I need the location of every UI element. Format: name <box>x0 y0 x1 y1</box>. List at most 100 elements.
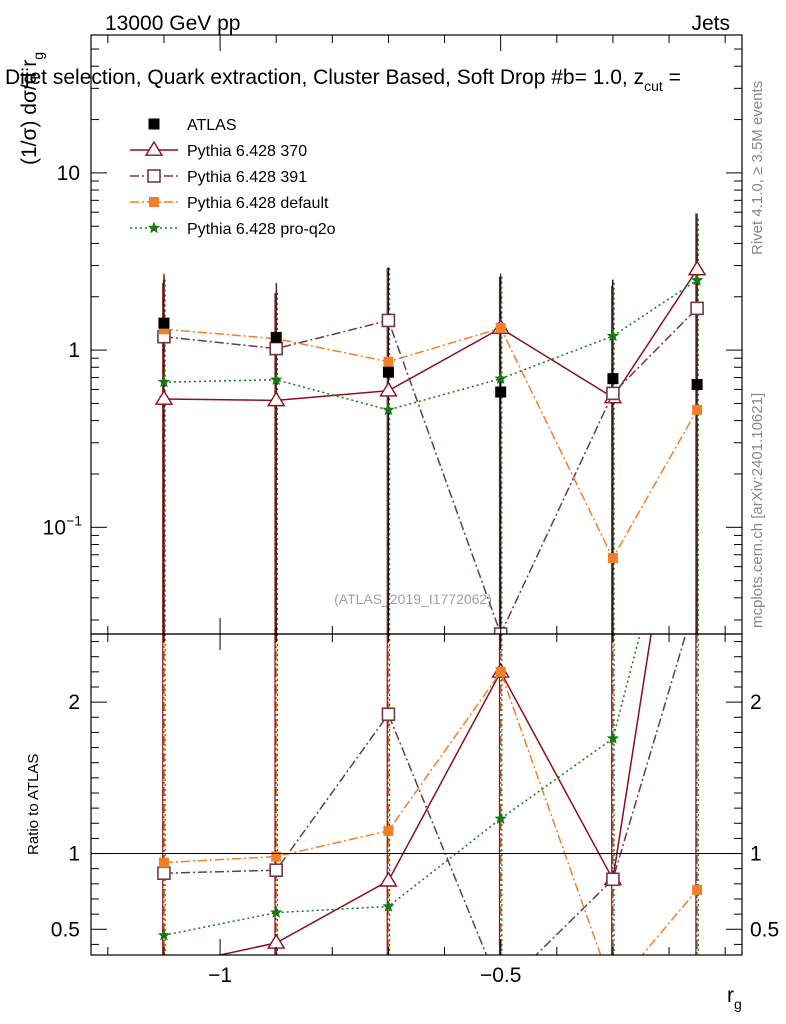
xlabel: rg <box>727 984 742 1012</box>
ratio-series-point <box>381 707 396 722</box>
energy-label: 13000 GeV pp <box>105 12 240 35</box>
plot-title-sub: cut <box>644 78 663 94</box>
xlabel-sub: g <box>734 996 742 1012</box>
ratio-tick-label: 2 <box>68 691 80 714</box>
ratio-series-point <box>269 863 283 878</box>
main-ylabel: (1/σ) dσ/d rg <box>18 52 46 165</box>
series-line <box>163 327 698 560</box>
plot-title-main: Dijet selection, Quark extraction, Clust… <box>5 66 575 89</box>
legend-label: Pythia 6.428 391 <box>187 169 307 186</box>
series-point <box>269 341 283 356</box>
ratio-series-point <box>606 732 620 744</box>
series-line <box>163 307 698 634</box>
series-point <box>690 301 704 316</box>
legend-item-series: Pythia 6.428 370 <box>130 140 307 160</box>
ratio-series-point <box>382 900 395 912</box>
series-point <box>383 356 394 367</box>
series-point <box>690 273 704 286</box>
series-point <box>270 373 283 385</box>
legend-item-series: Pythia 6.428 pro-q2o <box>130 221 336 238</box>
legend: ATLAS Pythia 6.428 370 Pythia 6.428 391 Pyt… <box>130 117 336 238</box>
ratio-series-point <box>271 851 282 862</box>
y-tick-label: 1 <box>68 339 80 362</box>
ratio-series-point <box>157 928 171 941</box>
plot-title-end: = <box>663 66 681 89</box>
ratio-tick-label-right: 0.5 <box>750 918 779 941</box>
series-point <box>381 313 396 328</box>
legend-label: Pythia 6.428 default <box>187 195 329 212</box>
ratio-series-point <box>383 825 394 836</box>
main-ylabel-sub: g <box>30 52 46 60</box>
legend-marker <box>147 221 161 234</box>
ratio-panel <box>156 634 703 995</box>
main-panel <box>154 213 707 634</box>
series-point <box>379 381 398 397</box>
xlabel-text: r <box>727 984 734 1007</box>
data-point <box>158 317 170 329</box>
data-point <box>495 386 507 398</box>
legend-label-atlas: ATLAS <box>187 117 237 134</box>
series-point <box>154 389 174 405</box>
ratio-series-line <box>163 634 641 937</box>
series-point <box>607 553 618 564</box>
plot-title-tail: = 1.0, z <box>575 66 644 89</box>
series-point <box>692 404 703 415</box>
ratio-series-point <box>157 866 171 881</box>
ratio-tick-label: 1 <box>68 843 80 866</box>
x-tick-label: −1 <box>208 964 232 987</box>
ratio-series-line <box>163 634 687 955</box>
legend-label: Pythia 6.428 pro-q2o <box>187 221 336 238</box>
x-tick-label: −0.5 <box>480 964 521 987</box>
ratio-series-point <box>270 906 283 918</box>
rivet-label: Rivet 4.1.0, ≥ 3.5M events <box>749 81 766 255</box>
series-line <box>163 269 698 402</box>
ratio-tick-label-right: 2 <box>750 691 762 714</box>
data-point <box>270 331 282 343</box>
y-tick-label: 10 <box>57 162 80 185</box>
ratio-ylabel: Ratio to ATLAS <box>25 754 42 855</box>
ratio-series-line <box>163 670 698 955</box>
mcplots-label: mcplots.cern.ch [arXiv:2401.10621] <box>749 393 766 628</box>
series-point <box>157 375 171 388</box>
legend-marker <box>144 140 164 156</box>
series-point <box>606 329 620 342</box>
ratio-series-point <box>156 959 172 972</box>
series-point <box>382 403 395 416</box>
analysis-watermark: (ATLAS_2019_I1772062) <box>334 591 492 607</box>
main-ylabel-text: (1/σ) dσ/d r <box>18 60 41 165</box>
data-point <box>607 373 619 385</box>
data-point <box>382 366 394 378</box>
ratio-series-point <box>158 857 169 868</box>
ratio-tick-label: 0.5 <box>51 918 80 941</box>
data-point <box>691 378 703 390</box>
plot-title: Dijet selection, Quark extraction, Clust… <box>5 66 681 94</box>
legend-marker-atlas <box>148 118 160 130</box>
ratio-series-point <box>495 666 506 677</box>
ratio-series-point <box>606 872 620 887</box>
ratio-series-point <box>494 812 507 824</box>
legend-item-series: Pythia 6.428 391 <box>130 169 307 186</box>
series-point <box>494 372 507 384</box>
ratio-series-point <box>266 933 286 949</box>
axes: −1 −0.5 10−1 1 10 0.5 0.5 1 1 2 2 <box>43 34 779 987</box>
series-point <box>687 260 707 276</box>
series-point <box>606 386 620 401</box>
legend-item-atlas: ATLAS <box>148 117 237 134</box>
legend-label: Pythia 6.428 370 <box>187 143 307 160</box>
ratio-series-point <box>379 871 398 887</box>
ratio-frame <box>90 633 743 956</box>
ratio-tick-label-right: 1 <box>750 843 762 866</box>
legend-marker <box>147 169 161 183</box>
legend-item-series: Pythia 6.428 default <box>130 195 329 212</box>
series-point <box>495 323 506 334</box>
ratio-series-line <box>216 634 652 955</box>
legend-marker <box>149 197 159 207</box>
jets-label: Jets <box>691 12 730 35</box>
series-point <box>266 391 286 407</box>
ratio-series-point <box>692 884 703 895</box>
y-tick-label: 10−1 <box>43 512 83 539</box>
ratio-series-point <box>608 985 618 995</box>
series-point <box>158 324 169 335</box>
series-line <box>163 279 698 411</box>
